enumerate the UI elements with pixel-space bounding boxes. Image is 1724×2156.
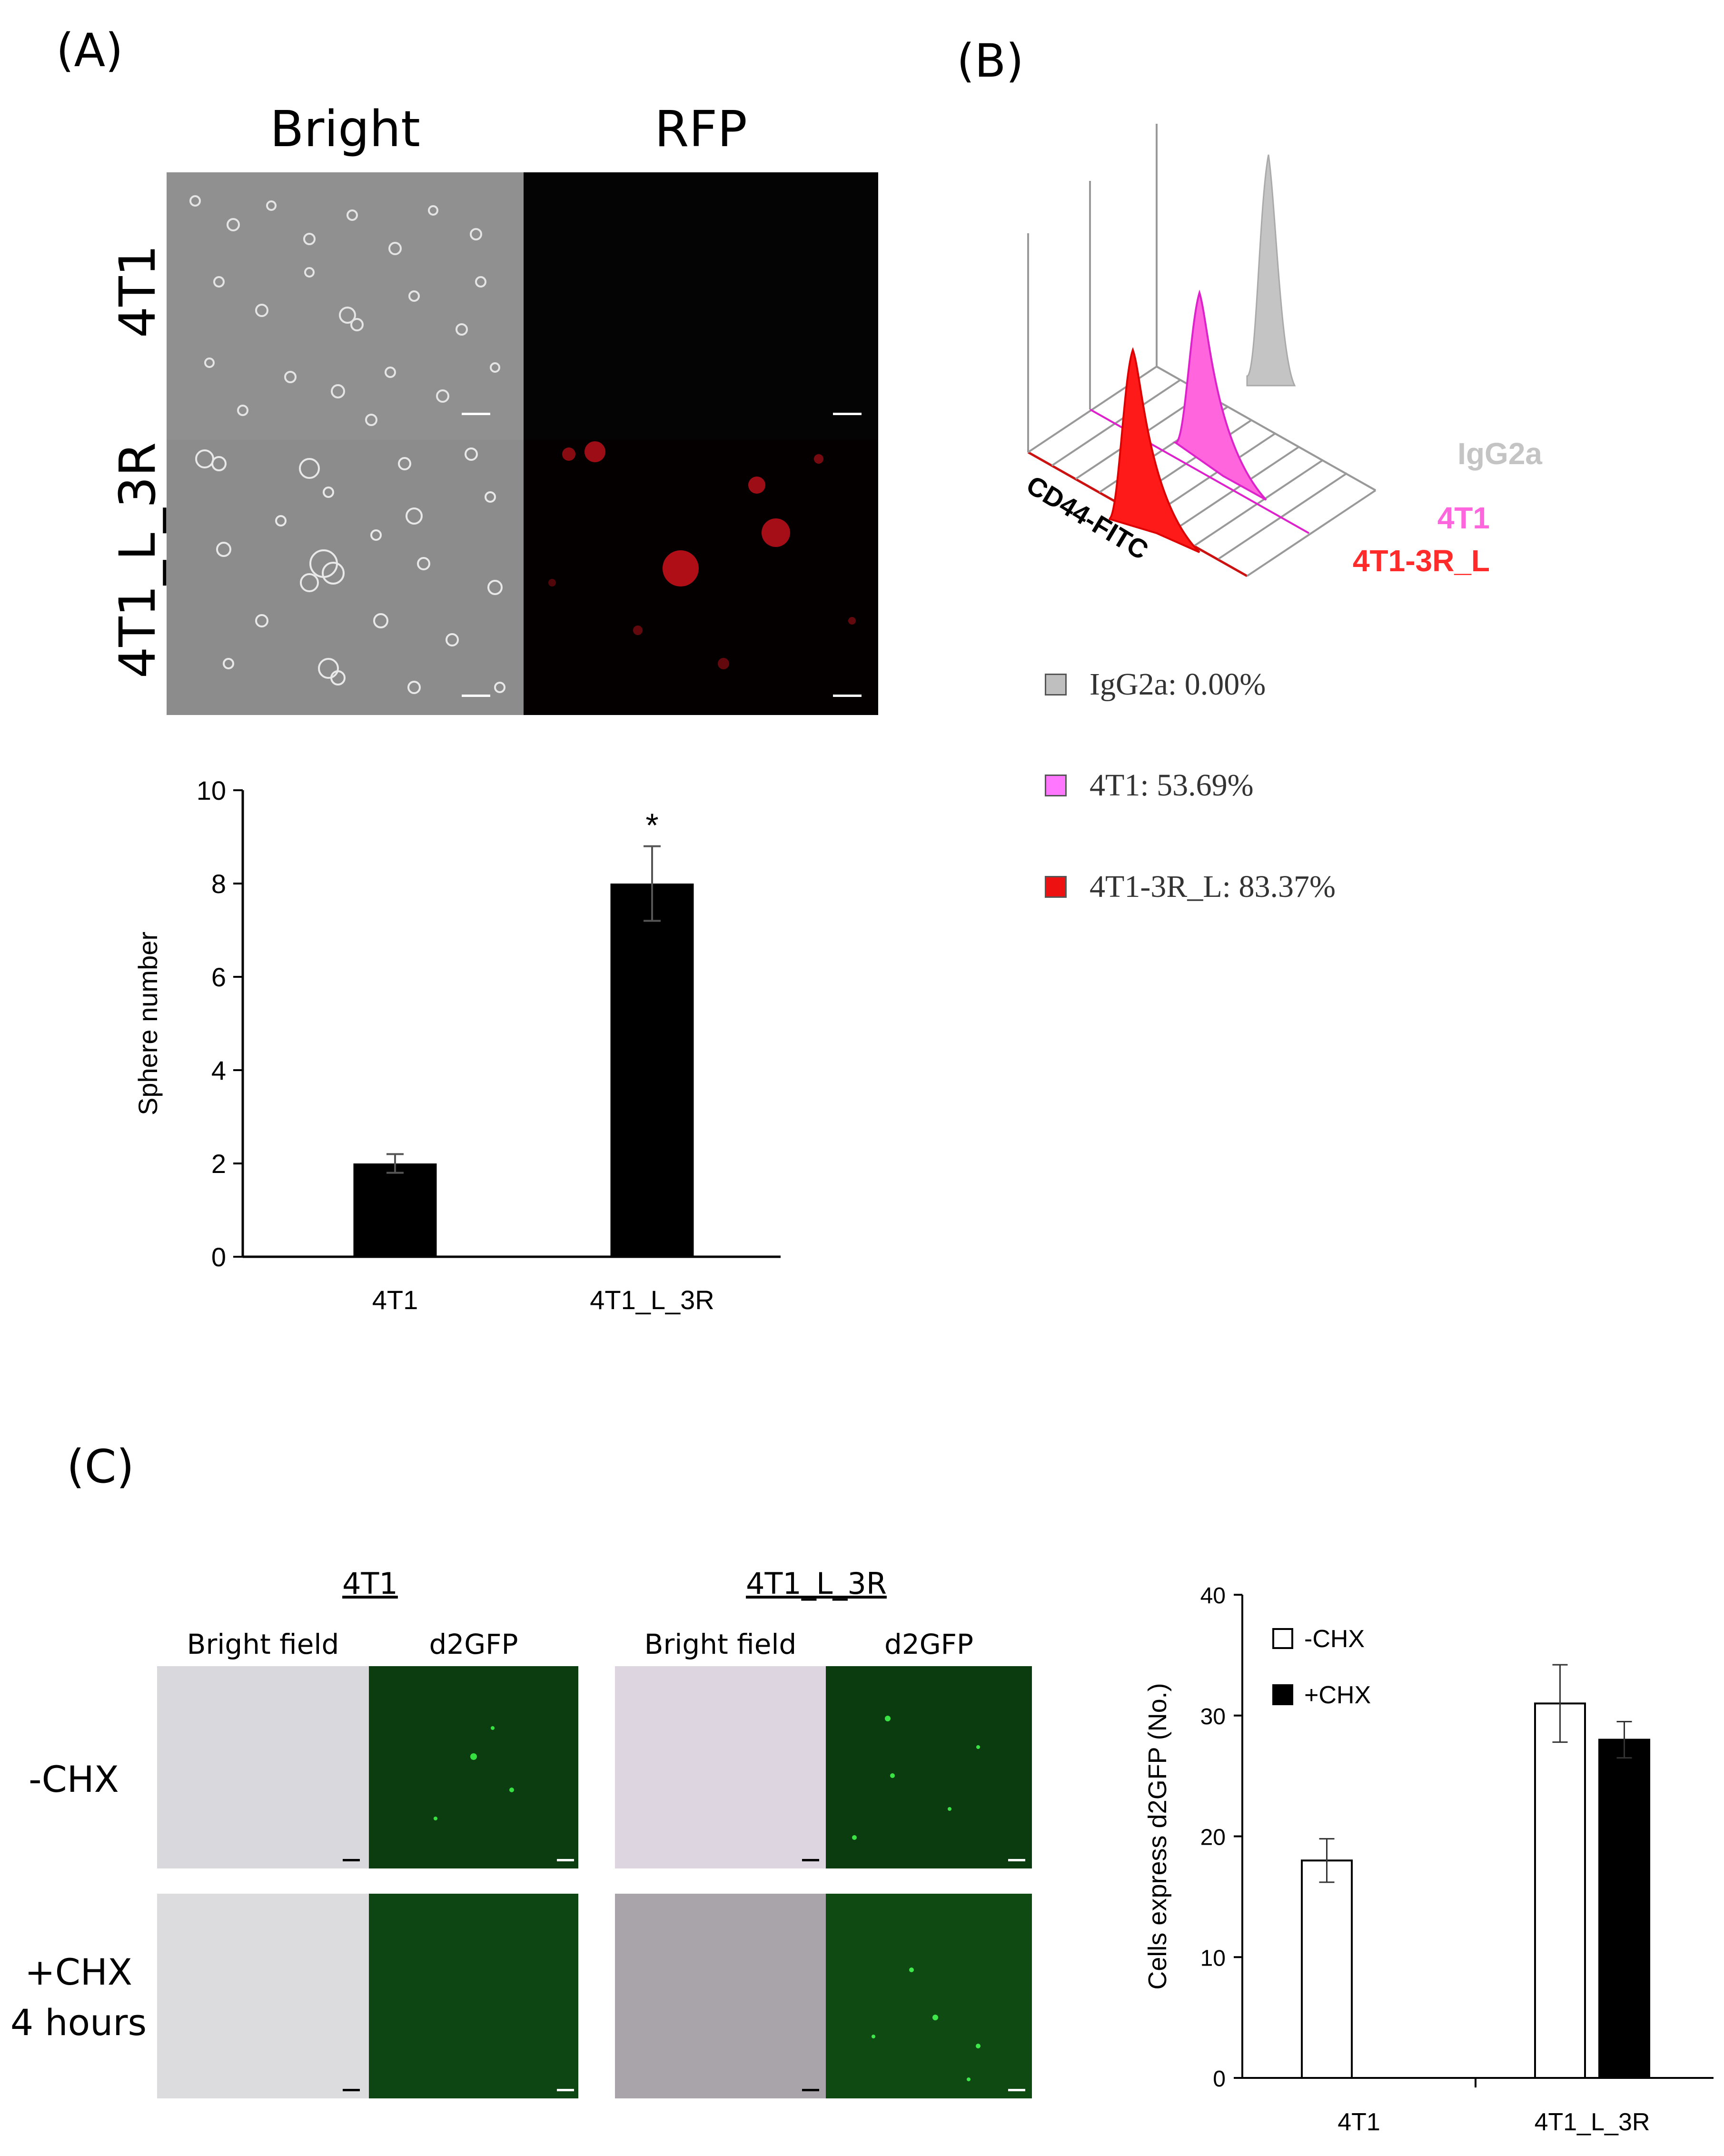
x-tick-label: 4T1_L_3R [1535,2108,1650,2136]
legend-swatch [1045,876,1067,898]
legend-item-4t1: 4T1: 53.69% [1045,767,1254,804]
panel-b-label: (B) [957,34,1024,88]
micrograph-4t1-l-3r-plus-chx-bright [615,1894,826,2098]
sphere-number-chart: 0 2 4 6 8 10 Sphere number 4T1 * 4T1_L_3R [133,775,781,1315]
scale-bar [802,2089,819,2091]
4t1-series-label: 4T1 [1437,501,1490,535]
micrograph-4t1-minus-chx-bright [157,1666,369,1868]
y-tick-label: 10 [197,775,226,805]
subcolumn-bright-field-4t1: Bright field [187,1628,339,1660]
micrograph-4t1-rfp [524,172,878,440]
subcolumn-d2gfp-4t1: d2GFP [429,1628,518,1660]
scale-bar [1008,2089,1025,2091]
row-header-4t1: 4T1 [109,245,167,338]
micrograph-4t1-l-3r-plus-chx-d2gfp [826,1894,1032,2098]
micrograph-4t1-l-3r-minus-chx-bright [615,1666,826,1868]
y-tick-label: 0 [1213,2067,1226,2092]
y-tick-label: 20 [1200,1825,1226,1850]
bar [1301,1859,1353,2079]
4t1-3r-l-histogram [1108,347,1200,553]
group-header-4t1-l-3r: 4T1_L_3R [746,1566,887,1601]
scale-bar [462,695,490,697]
row-header-plus-chx-4-hours: +CHX 4 hours [10,1951,147,2044]
scale-bar [833,413,862,415]
cd44-histogram-plot: CD44-FITC IgG2a 4T1 4T1-3R_L [1021,124,1542,578]
d2gfp-count-chart: 0 10 20 30 40 Cells express d2GFP (No.) 4T1 4T1… [1143,1583,1714,2136]
legend-item-igg2a: IgG2a: 0.00% [1045,666,1266,703]
igg2a-histogram [1246,154,1296,387]
scale-bar [557,2089,574,2091]
y-tick-label: 0 [211,1242,226,1272]
micrograph-4t1-bright [167,172,524,440]
y-tick-label: 30 [1200,1704,1226,1729]
legend-label: IgG2a: 0.00% [1090,667,1266,702]
bar [353,1163,437,1257]
micrograph-4t1-l-3r-bright [167,440,524,715]
micrograph-4t1-plus-chx-bright [157,1894,369,2098]
legend-label: +CHX [1304,1681,1371,1709]
scale-bar [1008,1859,1025,1861]
legend-swatch [1045,674,1067,695]
y-tick-label: 40 [1200,1583,1226,1609]
legend-swatch [1272,1628,1293,1649]
panel-c-label: (C) [67,1440,134,1493]
scale-bar [343,1859,360,1861]
legend-item-4t1-3r-l: 4T1-3R_L: 83.37% [1045,869,1336,905]
scale-bar [833,695,862,697]
micrograph-4t1-l-3r-minus-chx-d2gfp [826,1666,1032,1868]
igg2a-series-label: IgG2a [1457,437,1542,471]
x-tick-label: 4T1 [372,1285,418,1315]
y-tick-label: 6 [211,962,226,992]
y-tick-label: 4 [211,1055,226,1085]
4t1-histogram [1172,289,1267,501]
column-header-bright: Bright [270,100,420,158]
row-header-4t1-l-3r: 4T1_L_3R [109,442,167,678]
scale-bar [802,1859,819,1861]
legend-label: 4T1: 53.69% [1090,768,1254,803]
bar [610,884,694,1257]
legend-swatch [1272,1684,1293,1705]
subcolumn-bright-field-4t1-l-3r: Bright field [644,1628,797,1660]
y-tick-label: 2 [211,1149,226,1179]
column-header-rfp: RFP [654,100,747,158]
y-tick-label: 8 [211,869,226,899]
x-tick-label: 4T1_L_3R [590,1285,714,1315]
panel-a-label: (A) [56,24,123,77]
y-axis-label: Sphere number [133,932,163,1115]
row-header-minus-chx: -CHX [29,1758,119,1800]
legend-label: -CHX [1304,1625,1365,1653]
legend-label: 4T1-3R_L: 83.37% [1090,869,1336,904]
scale-bar [343,2089,360,2091]
scale-bar [557,1859,574,1861]
significance-marker: * [645,807,658,844]
bar [1534,1702,1586,2079]
x-tick-label: 4T1 [1338,2108,1380,2136]
scale-bar [462,413,490,415]
micrograph-4t1-l-3r-rfp [524,440,878,715]
legend-swatch [1045,775,1067,796]
group-header-4t1: 4T1 [342,1566,398,1601]
micrograph-4t1-plus-chx-d2gfp [369,1894,578,2098]
bar [1598,1739,1650,2079]
y-axis-label: Cells express d2GFP (No.) [1143,1683,1172,1989]
4t1-3r-l-series-label: 4T1-3R_L [1353,544,1490,578]
micrograph-4t1-minus-chx-d2gfp [369,1666,578,1868]
subcolumn-d2gfp-4t1-l-3r: d2GFP [884,1628,973,1660]
y-tick-label: 10 [1200,1946,1226,1971]
